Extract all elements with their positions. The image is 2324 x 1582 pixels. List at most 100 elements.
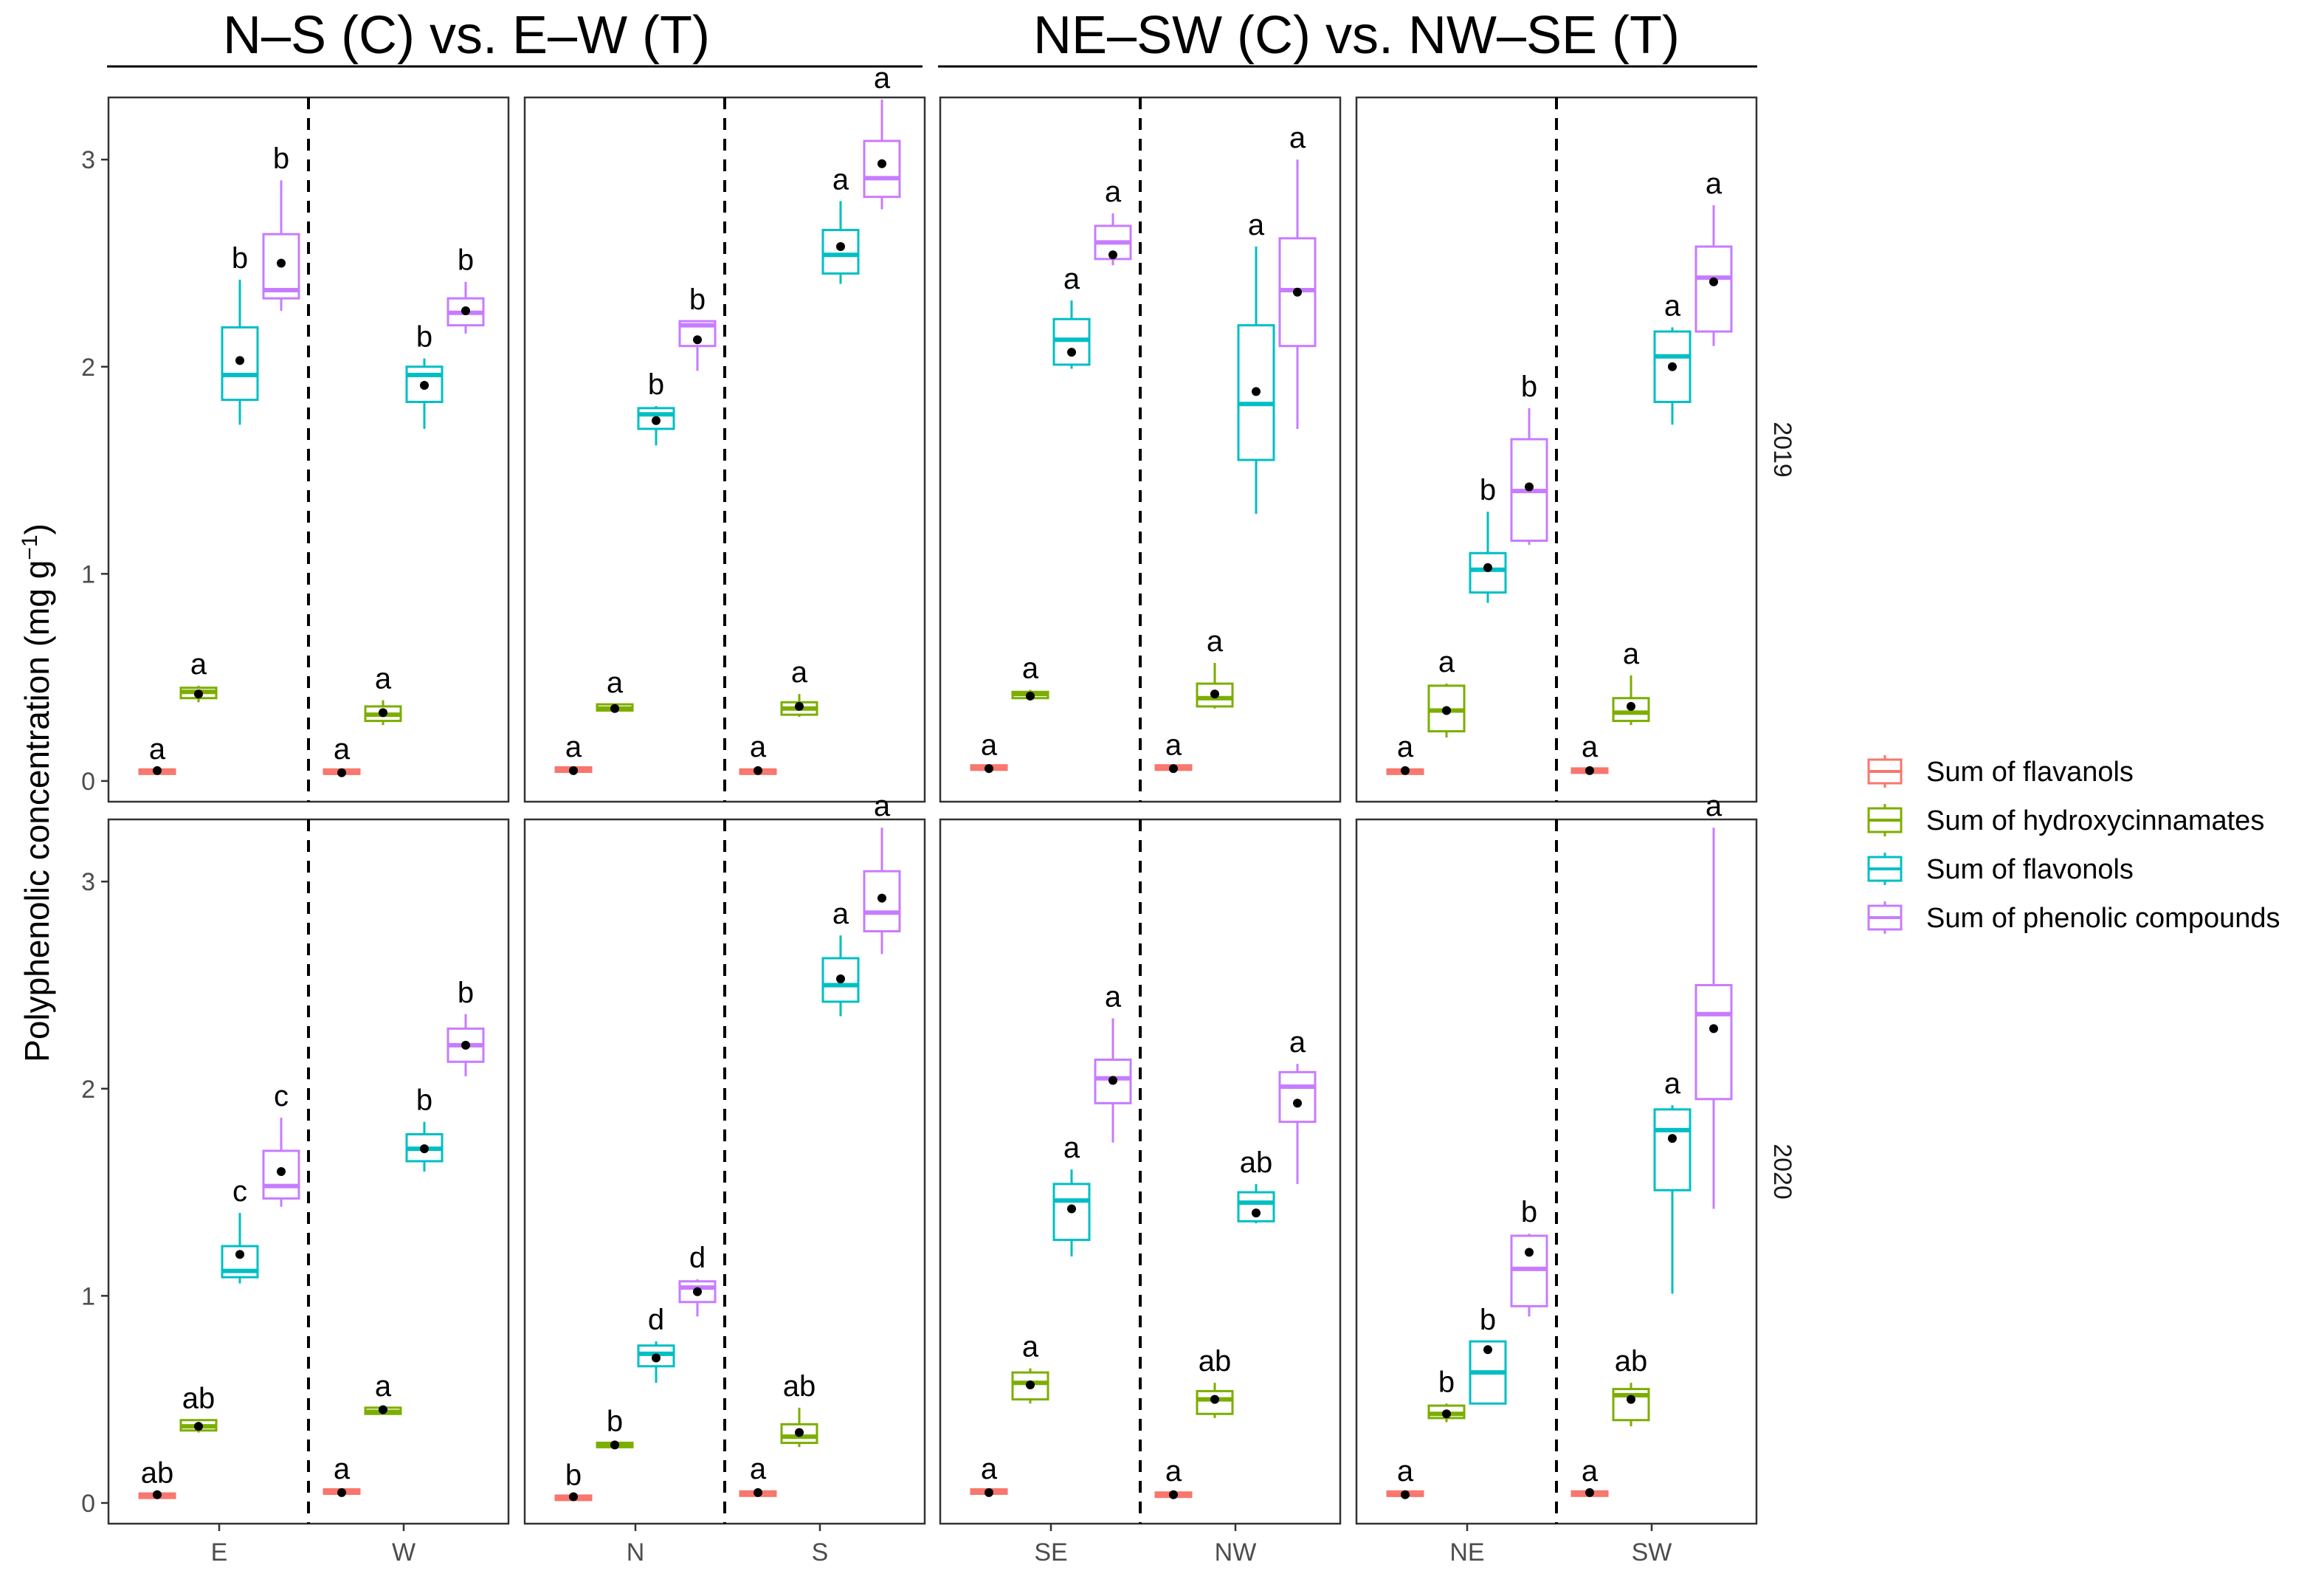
significance-letter: ab: [1199, 1345, 1232, 1378]
significance-letter: a: [149, 733, 166, 766]
mean-point: [693, 335, 702, 345]
mean-point: [153, 766, 162, 775]
box-flavanols-NW: a: [1154, 1455, 1193, 1499]
significance-letter: a: [607, 667, 624, 699]
box-iqr: [1469, 551, 1507, 594]
box-hydroxycinnamates-NW: ab: [1196, 1345, 1234, 1418]
mean-point: [652, 416, 661, 425]
mean-point: [1668, 1134, 1677, 1143]
legend-item-flavonols: Sum of flavonols: [1867, 853, 2134, 885]
mean-point: [1483, 1345, 1492, 1355]
mean-point: [610, 1440, 619, 1450]
mean-point: [1442, 1409, 1451, 1419]
mean-point: [277, 258, 286, 268]
mean-point: [337, 1488, 346, 1497]
mean-point: [1210, 1394, 1219, 1404]
box-hydroxycinnamates-E: ab: [179, 1383, 218, 1433]
box-hydroxycinnamates-S: a: [780, 656, 818, 717]
legend-label: Sum of phenolic compounds: [1926, 903, 2280, 934]
significance-letter: a: [832, 163, 849, 196]
significance-letter: a: [1582, 731, 1599, 763]
significance-letter: a: [1397, 731, 1414, 763]
box-iqr: [637, 407, 675, 430]
mean-point: [754, 1488, 762, 1497]
box-flavanols-NE: a: [1386, 1455, 1424, 1499]
box-flavonols-NE: b: [1469, 1304, 1507, 1405]
legend-item-phenolic: Sum of phenolic compounds: [1867, 901, 2280, 934]
facet-strip-2019: 2019: [1768, 422, 1796, 478]
box-flavanols-E: a: [138, 733, 176, 775]
significance-letter: a: [375, 1370, 392, 1403]
x-tick-label: SW: [1632, 1538, 1672, 1566]
significance-letter: a: [1623, 638, 1640, 670]
box-hydroxycinnamates-SE: a: [1011, 652, 1049, 701]
x-tick-label: SE: [1034, 1538, 1067, 1566]
box-flavonols-SW: a: [1653, 289, 1692, 425]
box-flavonols-SW: a: [1653, 1067, 1692, 1294]
panel-2019-1: 0 1 2 3 a a b b a a b b: [81, 96, 510, 803]
mean-point: [153, 1490, 162, 1499]
box-iqr: [678, 1280, 717, 1304]
box-phenolic-W: b: [446, 977, 485, 1076]
significance-letter: b: [458, 244, 474, 277]
significance-letter: a: [190, 648, 207, 681]
significance-letter: a: [1706, 790, 1723, 822]
box-flavonols-SE: a: [1052, 1132, 1091, 1257]
box-flavonols-W: b: [405, 1084, 444, 1172]
significance-letter: a: [375, 663, 392, 695]
mean-point: [1709, 1024, 1718, 1034]
mean-point: [1585, 766, 1594, 775]
significance-letter: a: [981, 1453, 998, 1485]
box-phenolic-NW: a: [1278, 122, 1317, 429]
mean-point: [235, 356, 244, 365]
mean-point: [795, 701, 804, 711]
significance-letter: ab: [182, 1383, 215, 1415]
mean-point: [1525, 1248, 1534, 1257]
significance-letter: b: [648, 368, 664, 401]
mean-point: [379, 708, 387, 718]
mean-point: [1026, 691, 1035, 701]
significance-letter: a: [1397, 1455, 1414, 1488]
box-phenolic-E: b: [262, 142, 300, 312]
box-iqr: [1694, 245, 1733, 333]
y-tick-label: 2: [81, 1076, 95, 1104]
significance-letter: b: [1480, 474, 1496, 506]
facet-strip-2020: 2020: [1768, 1143, 1796, 1200]
box-flavonols-S: a: [821, 898, 860, 1017]
y-axis-label: Polyphenolic concentration (mg g−1): [18, 523, 57, 1062]
mean-point: [1026, 1380, 1035, 1390]
box-flavonols-NW: ab: [1237, 1146, 1275, 1224]
significance-letter: a: [874, 62, 891, 94]
x-tick-label: N: [627, 1538, 645, 1566]
box-flavanols-N: a: [554, 731, 593, 775]
box-hydroxycinnamates-NE: a: [1427, 646, 1466, 738]
mean-point: [1169, 1490, 1178, 1499]
significance-letter: a: [1664, 1067, 1681, 1100]
box-phenolic-NE: b: [1510, 371, 1548, 546]
significance-letter: b: [416, 1084, 432, 1117]
panel-2019-3: a a a a a a a a: [939, 96, 1342, 803]
mean-point: [1401, 1490, 1410, 1499]
significance-letter: a: [1022, 1331, 1039, 1363]
mean-point: [1668, 362, 1677, 371]
significance-letter: b: [1521, 371, 1537, 403]
significance-letter: a: [334, 1453, 351, 1485]
mean-point: [652, 1353, 661, 1363]
significance-letter: b: [458, 977, 474, 1009]
legend-label: Sum of flavanols: [1926, 757, 2134, 788]
significance-letter: a: [1063, 1132, 1080, 1164]
box-phenolic-S: a: [863, 62, 901, 210]
legend-item-flavanols: Sum of flavanols: [1867, 755, 2134, 788]
mean-point: [1627, 701, 1635, 711]
mean-point: [420, 381, 429, 391]
significance-letter: b: [607, 1406, 623, 1438]
box-flavanols-SW: a: [1570, 1455, 1609, 1497]
legend: Sum of flavanols Sum of hydroxycinnamates…: [1867, 755, 2280, 934]
significance-letter: c: [232, 1175, 247, 1208]
significance-letter: d: [648, 1304, 664, 1336]
legend-label: Sum of hydroxycinnamates: [1926, 805, 2264, 836]
mean-point: [877, 893, 886, 903]
box-iqr: [1694, 983, 1733, 1101]
